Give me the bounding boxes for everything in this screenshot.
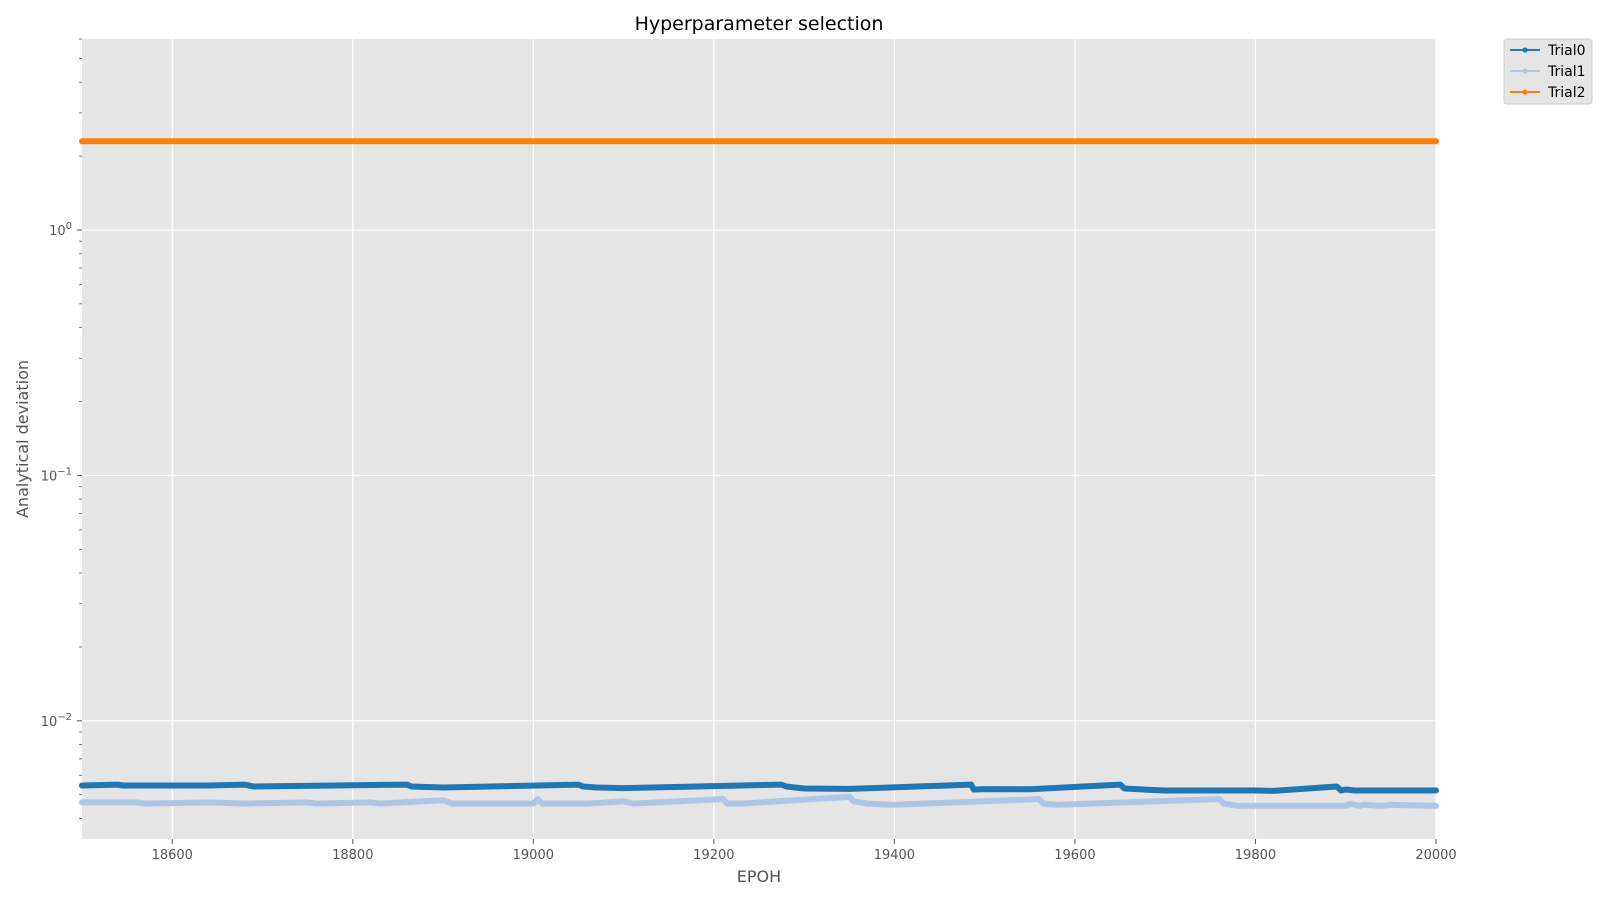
plot-area — [82, 39, 1436, 839]
y-tick-label: 100 — [49, 221, 72, 239]
legend-marker — [1522, 47, 1528, 53]
x-tick-label: 19600 — [1054, 848, 1095, 863]
x-tick-label: 18800 — [332, 848, 373, 863]
series-line-trial0 — [79, 781, 1439, 794]
x-tick-label: 18600 — [152, 848, 193, 863]
x-tick-label: 20000 — [1415, 848, 1456, 863]
x-tick-label: 19200 — [693, 848, 734, 863]
grid-lines — [82, 39, 1437, 839]
y-axis: 10−2 10−1 100 — [41, 38, 82, 819]
x-tick-label: 19800 — [1235, 848, 1276, 863]
legend-label: Trial1 — [1547, 64, 1586, 80]
series-layer — [79, 138, 1439, 809]
legend-label: Trial2 — [1547, 85, 1586, 101]
legend-marker — [1522, 89, 1528, 95]
legend: Trial0 Trial1 Trial2 — [1503, 38, 1593, 105]
y-tick-label: 10−2 — [41, 712, 72, 730]
x-axis: 18600 18800 19000 19200 19400 19600 19800 20000 — [152, 839, 1457, 863]
chart-title: Hyperparameter selection — [635, 13, 884, 35]
legend-marker — [1522, 68, 1528, 74]
x-axis-label: EPOH — [737, 867, 781, 886]
legend-label: Trial0 — [1547, 43, 1586, 59]
series-line-trial1 — [79, 793, 1439, 809]
y-axis-label: Analytical deviation — [13, 360, 32, 518]
legend-frame — [1503, 38, 1593, 105]
x-tick-label: 19000 — [513, 848, 554, 863]
y-tick-label: 10−1 — [41, 466, 72, 484]
x-tick-label: 19400 — [874, 848, 915, 863]
